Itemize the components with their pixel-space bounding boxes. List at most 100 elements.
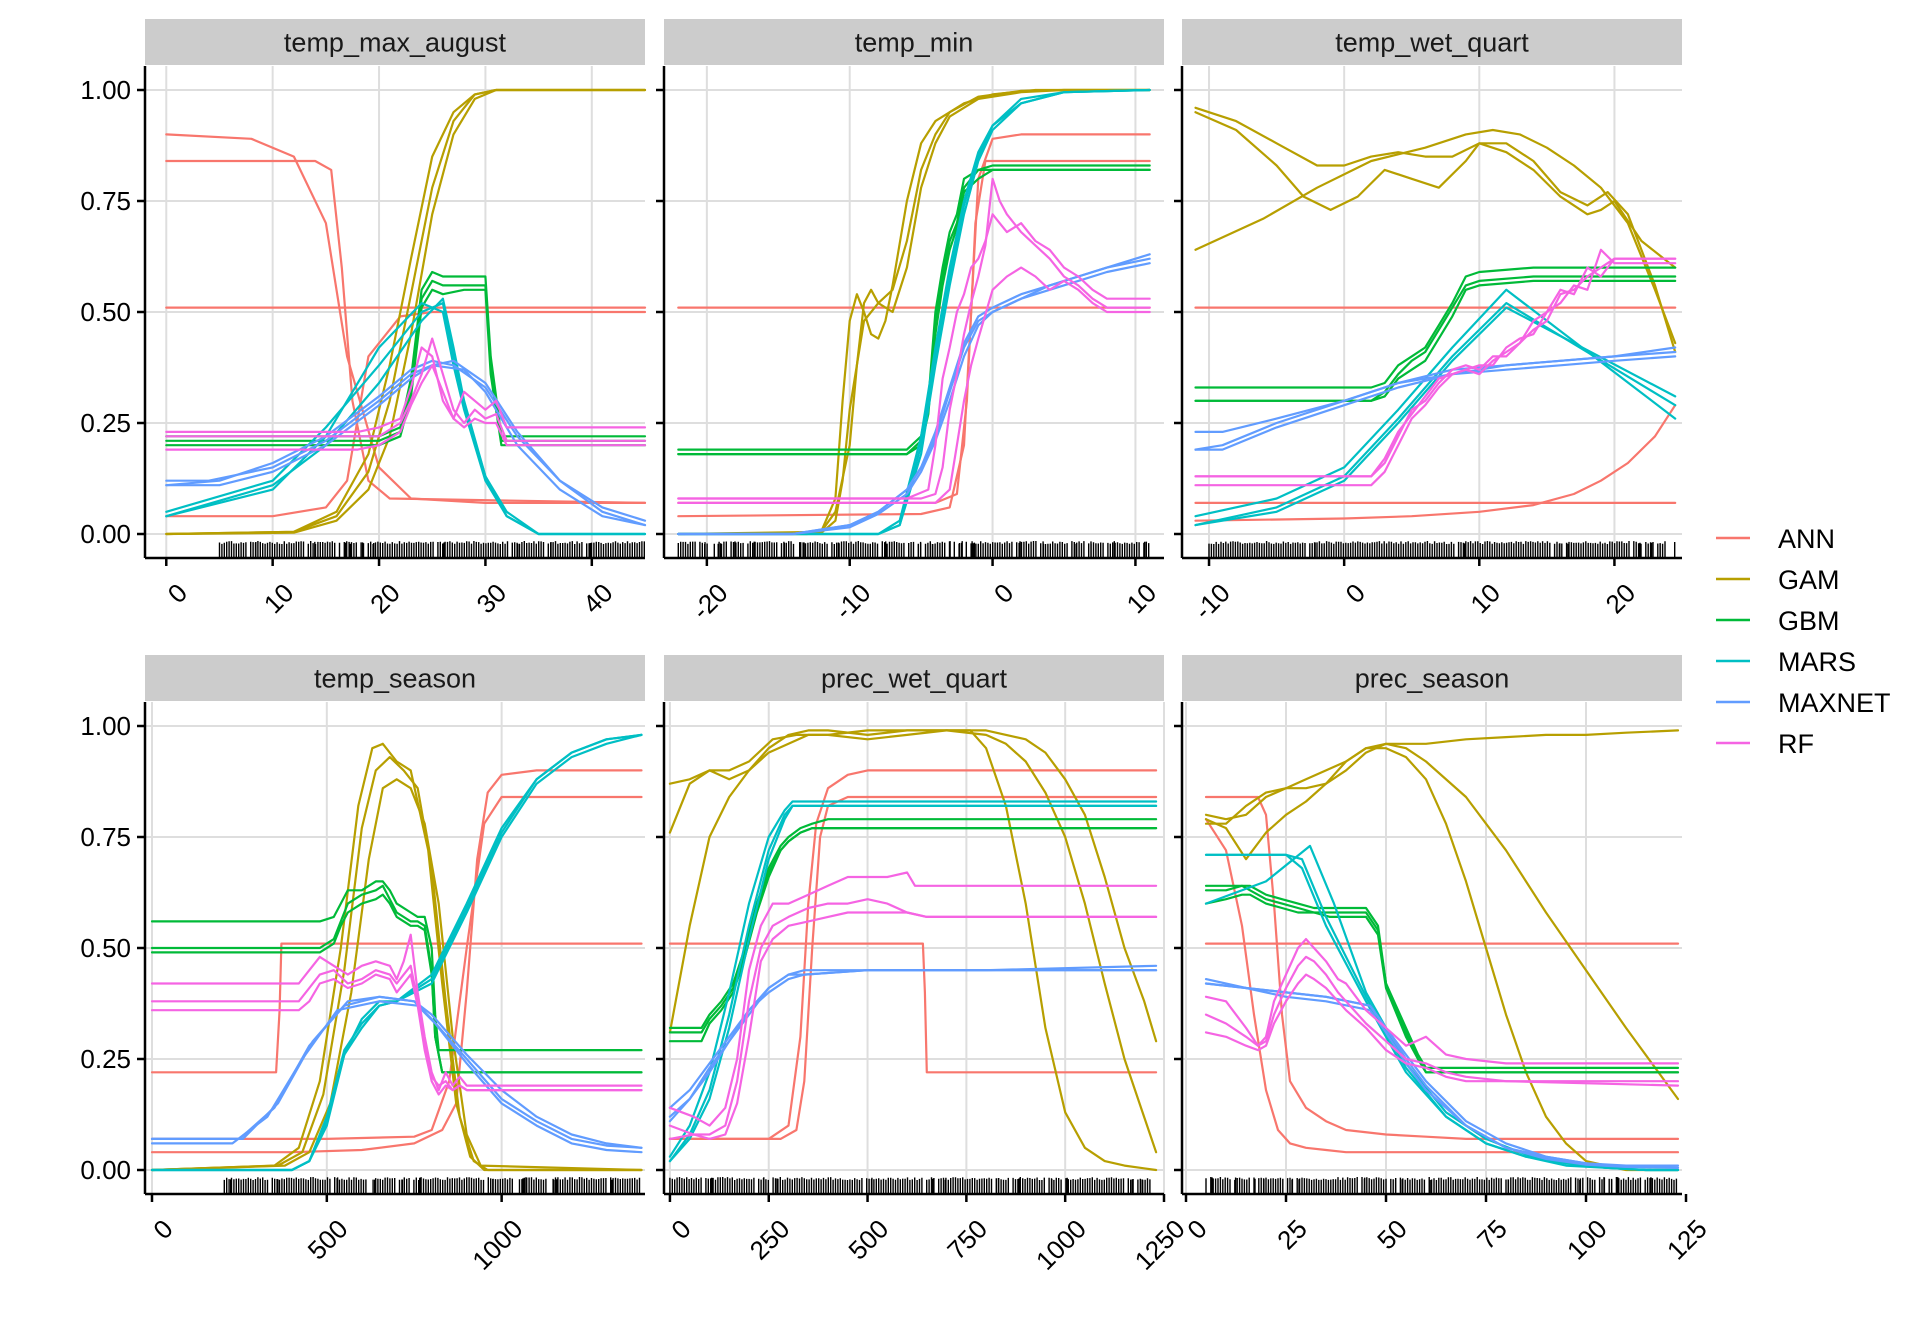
legend-item-maxnet: MAXNET (1716, 688, 1891, 718)
rug-marks (677, 541, 1150, 558)
series-line-maxnet (1194, 350, 1677, 451)
series-line-rf (1204, 937, 1680, 1065)
series-line-gam (1204, 747, 1680, 1172)
y-tick-label: 0.00 (80, 1155, 131, 1185)
facet-strip (664, 19, 1164, 65)
panel-series (1204, 729, 1680, 1172)
legend-item-ann: ANN (1716, 524, 1835, 554)
facet-strip-label: prec_season (1355, 664, 1510, 694)
facet-panel-temp-wet-quart: temp_wet_quart-10 0 10 20 (1174, 19, 1682, 625)
series-line-rf (677, 266, 1151, 504)
series-line-ann (165, 133, 647, 504)
y-tick-label: 0.50 (80, 933, 131, 963)
series-line-gbm (1204, 884, 1680, 1074)
rug-marks (669, 1177, 1151, 1194)
y-tick-label: 0.25 (80, 1044, 131, 1074)
series-line-maxnet (150, 995, 643, 1149)
panel-series (668, 729, 1158, 1172)
series-line-gbm (1194, 266, 1677, 389)
series-line-mars (668, 804, 1158, 1163)
series-line-gbm (668, 818, 1158, 1030)
series-line-rf (150, 973, 643, 1096)
legend-item-rf: RF (1716, 729, 1814, 759)
series-line-gam (165, 88, 647, 536)
legend-label: RF (1778, 729, 1814, 759)
series-line-rf (677, 177, 1151, 500)
legend-item-mars: MARS (1716, 647, 1856, 677)
series-line-rf (1204, 973, 1680, 1087)
series-line-ann (677, 159, 1151, 504)
series-line-gbm (668, 826, 1158, 1034)
series-line-gbm (165, 288, 647, 447)
facet-strip (145, 655, 645, 701)
series-line-mars (150, 733, 643, 1172)
rug (677, 541, 1150, 558)
series-line-mars (1194, 306, 1677, 527)
series-line-ann (668, 942, 1158, 1074)
y-tick-label: 1.00 (80, 75, 131, 105)
facet-strip-label: temp_max_august (284, 28, 507, 58)
series-line-gam (668, 729, 1158, 1043)
facet-strip (145, 19, 645, 65)
legend-label: MAXNET (1778, 688, 1891, 718)
series-line-ann (668, 795, 1158, 1141)
panel-series (165, 88, 647, 536)
y-tick-label: 1.00 (80, 711, 131, 741)
legend: ANN GAM GBM MARS MAXNET RF (1716, 524, 1891, 759)
series-line-mars (677, 88, 1151, 536)
rug (223, 1177, 641, 1194)
facet-strip (664, 655, 1164, 701)
series-line-maxnet (668, 969, 1158, 1123)
series-line-ann (165, 159, 647, 504)
series-line-mars (668, 800, 1158, 1158)
series-line-maxnet (1204, 982, 1680, 1169)
series-line-maxnet (1194, 355, 1677, 451)
panel-series (150, 733, 643, 1172)
series-line-ann (1204, 818, 1680, 1154)
series-line-gam (1194, 106, 1677, 269)
facet-panel-temp-min: temp_min-20 -10 0 10 (656, 19, 1164, 625)
series-line-gbm (165, 270, 647, 438)
series-line-rf (165, 346, 647, 433)
panel-series (1194, 106, 1677, 527)
series-line-rf (150, 933, 643, 1092)
rug-marks (1208, 541, 1676, 558)
series-line-gam (677, 88, 1151, 536)
rug (1205, 1177, 1678, 1194)
series-line-gam (150, 755, 643, 1172)
series-line-rf (165, 337, 647, 442)
series-line-mars (1204, 844, 1680, 1172)
series-line-gbm (150, 893, 643, 1074)
legend-label: MARS (1778, 647, 1856, 677)
facet-strip-label: prec_wet_quart (821, 664, 1008, 694)
series-line-rf (668, 898, 1158, 1136)
series-line-gam (150, 778, 643, 1172)
series-line-rf (1194, 257, 1677, 478)
series-line-gbm (1194, 279, 1677, 402)
y-tick-label: 0.75 (80, 186, 131, 216)
legend-label: GAM (1778, 565, 1840, 595)
series-line-mars (1194, 288, 1677, 518)
series-line-mars (1194, 302, 1677, 527)
series-line-rf (668, 871, 1158, 1127)
series-line-gam (165, 88, 647, 536)
facet-strip-label: temp_wet_quart (1335, 28, 1529, 58)
rug-marks (223, 1177, 641, 1194)
y-tick-label: 0.75 (80, 822, 131, 852)
legend-item-gbm: GBM (1716, 606, 1840, 636)
series-line-rf (165, 364, 647, 451)
panel-series (677, 88, 1151, 536)
series-line-mars (165, 297, 647, 536)
series-line-rf (677, 213, 1151, 500)
y-tick-label: 0.25 (80, 408, 131, 438)
legend-label: ANN (1778, 524, 1835, 554)
y-tick-label: 0.50 (80, 297, 131, 327)
series-line-rf (150, 964, 643, 1092)
rug (669, 1177, 1151, 1194)
rug (1208, 541, 1676, 558)
panel-grid (664, 66, 1164, 558)
